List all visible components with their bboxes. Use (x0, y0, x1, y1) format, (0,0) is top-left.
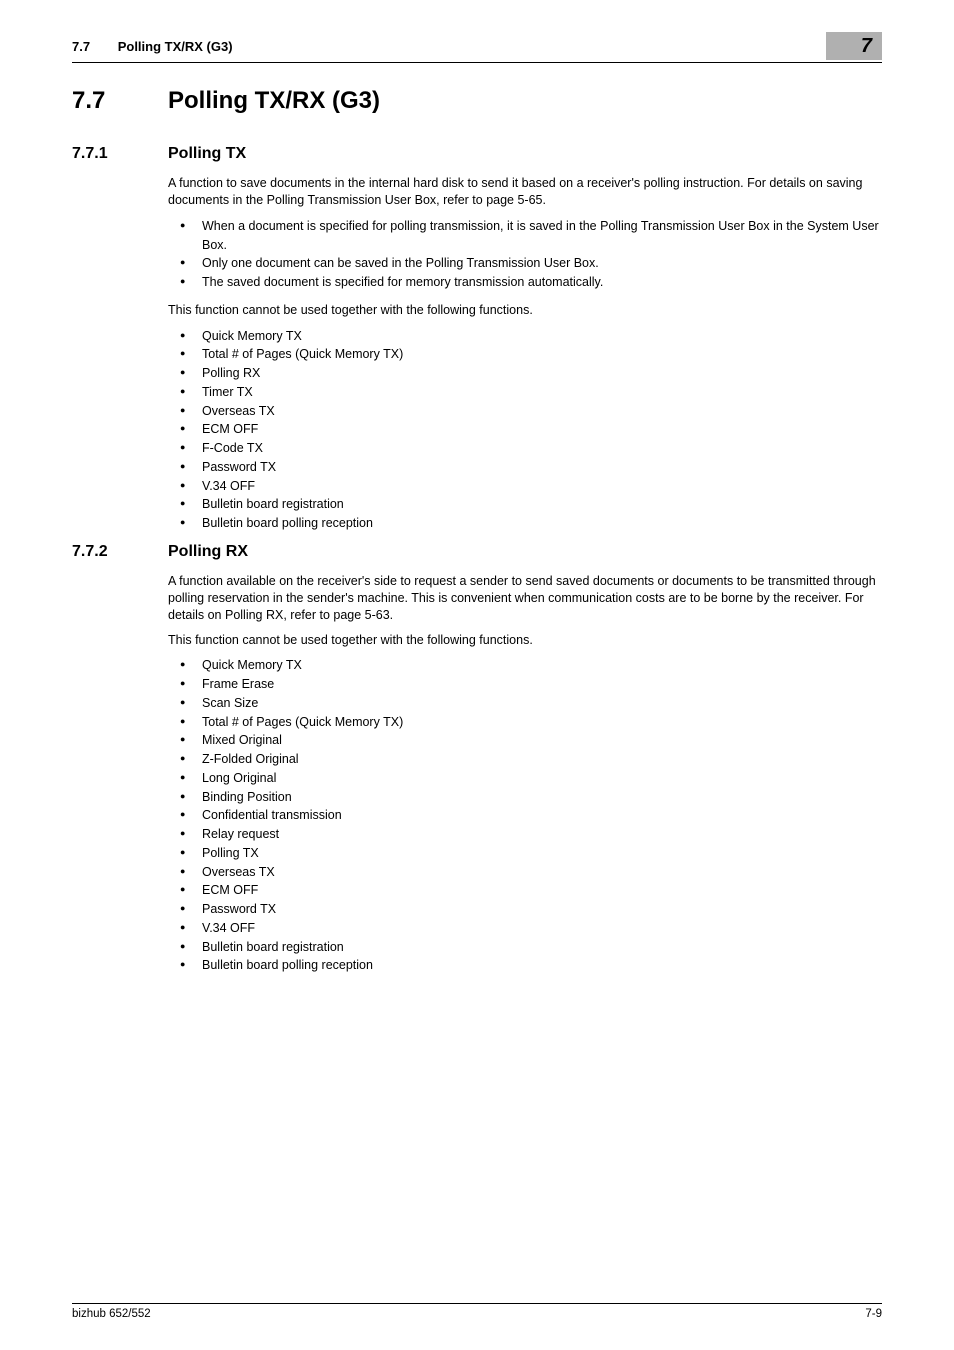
list-item: Binding Position (168, 788, 882, 807)
list-item: Polling RX (168, 364, 882, 383)
list-item: Only one document can be saved in the Po… (168, 254, 882, 273)
list-item: Confidential transmission (168, 806, 882, 825)
list-item: The saved document is specified for memo… (168, 273, 882, 292)
header-section-title: Polling TX/RX (G3) (118, 39, 233, 54)
list-item: F-Code TX (168, 439, 882, 458)
list-item: V.34 OFF (168, 919, 882, 938)
list-item: Scan Size (168, 694, 882, 713)
section-heading-title: Polling TX/RX (G3) (168, 87, 380, 115)
subsection-content: A function available on the receiver's s… (168, 573, 882, 975)
list-item: When a document is specified for polling… (168, 217, 882, 255)
list-item: Bulletin board registration (168, 495, 882, 514)
subsection-heading: 7.7.1 Polling TX (72, 145, 882, 163)
list-item: Password TX (168, 458, 882, 477)
list-item: Overseas TX (168, 402, 882, 421)
section-heading-number: 7.7 (72, 87, 168, 115)
list-item: Relay request (168, 825, 882, 844)
footer-left: bizhub 652/552 (72, 1308, 151, 1320)
list-item: Polling TX (168, 844, 882, 863)
list-item: Total # of Pages (Quick Memory TX) (168, 713, 882, 732)
list-item: Overseas TX (168, 863, 882, 882)
list-item: Bulletin board polling reception (168, 514, 882, 533)
list-item: Frame Erase (168, 675, 882, 694)
subsection-heading: 7.7.2 Polling RX (72, 543, 882, 561)
paragraph: A function available on the receiver's s… (168, 573, 882, 624)
subsection-heading-number: 7.7.1 (72, 145, 168, 163)
header-section-number: 7.7 (72, 39, 90, 54)
subsection-content: A function to save documents in the inte… (168, 175, 882, 533)
list-item: Quick Memory TX (168, 656, 882, 675)
subsection-heading-title: Polling TX (168, 145, 246, 163)
page-header: 7.7 Polling TX/RX (G3) 7 (72, 32, 882, 63)
paragraph: This function cannot be used together wi… (168, 302, 882, 319)
subsection-heading-title: Polling RX (168, 543, 248, 561)
list-item: Quick Memory TX (168, 327, 882, 346)
footer-right: 7-9 (865, 1308, 882, 1320)
page-footer: bizhub 652/552 7-9 (72, 1303, 882, 1320)
section-heading: 7.7 Polling TX/RX (G3) (72, 87, 882, 115)
list-item: Password TX (168, 900, 882, 919)
list-item: ECM OFF (168, 881, 882, 900)
paragraph: A function to save documents in the inte… (168, 175, 882, 209)
list-item: Z-Folded Original (168, 750, 882, 769)
list-item: Long Original (168, 769, 882, 788)
list-item: V.34 OFF (168, 477, 882, 496)
header-left: 7.7 Polling TX/RX (G3) (72, 39, 233, 54)
chapter-badge: 7 (826, 32, 882, 60)
bullet-list: When a document is specified for polling… (168, 217, 882, 292)
bullet-list: Quick Memory TXFrame EraseScan SizeTotal… (168, 656, 882, 975)
list-item: Bulletin board registration (168, 938, 882, 957)
list-item: Timer TX (168, 383, 882, 402)
subsection-heading-number: 7.7.2 (72, 543, 168, 561)
list-item: Mixed Original (168, 731, 882, 750)
bullet-list: Quick Memory TXTotal # of Pages (Quick M… (168, 327, 882, 533)
list-item: Bulletin board polling reception (168, 956, 882, 975)
list-item: Total # of Pages (Quick Memory TX) (168, 345, 882, 364)
list-item: ECM OFF (168, 420, 882, 439)
paragraph: This function cannot be used together wi… (168, 632, 882, 649)
